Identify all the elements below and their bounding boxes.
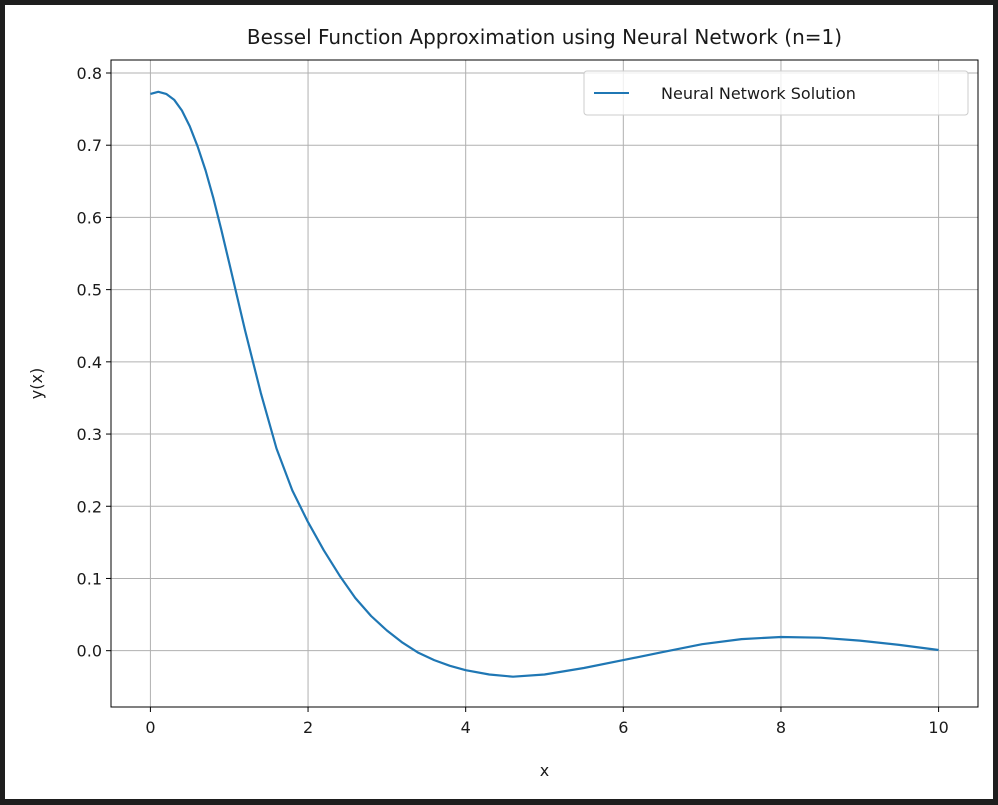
y-tick-label: 0.5 bbox=[77, 281, 102, 300]
y-axis-label: y(x) bbox=[27, 368, 46, 399]
x-tick-label: 8 bbox=[776, 718, 786, 737]
chart-title: Bessel Function Approximation using Neur… bbox=[247, 25, 842, 49]
legend-box bbox=[583, 70, 969, 116]
x-tick-label: 2 bbox=[303, 718, 313, 737]
series-line bbox=[150, 90, 939, 678]
y-tick-label: 0.4 bbox=[77, 353, 102, 372]
x-tick-label: 4 bbox=[461, 718, 471, 737]
legend: Neural Network Solution bbox=[583, 70, 969, 116]
y-tick-label: 0.0 bbox=[77, 642, 102, 661]
axes-border bbox=[110, 59, 979, 708]
x-axis-label: x bbox=[540, 761, 549, 780]
legend-label: Neural Network Solution bbox=[661, 84, 856, 103]
figure-frame: 0 2 4 6 8 10 0.0 0.1 0.2 0.3 0.4 0.5 0.6 0.7 0.8 Besse… bbox=[5, 5, 993, 799]
x-tick-label: 0 bbox=[145, 718, 155, 737]
y-tick-label: 0.1 bbox=[77, 569, 102, 588]
tick-layer: 0 2 4 6 8 10 0.0 0.1 0.2 0.3 0.4 0.5 0.6 0.7 0.8 bbox=[77, 64, 949, 737]
y-tick-label: 0.6 bbox=[77, 208, 102, 227]
y-tick-label: 0.7 bbox=[77, 136, 102, 155]
line-chart: 0 2 4 6 8 10 0.0 0.1 0.2 0.3 0.4 0.5 0.6 0.7 0.8 Besse… bbox=[27, 25, 979, 780]
series-layer bbox=[150, 90, 939, 678]
x-tick-label: 10 bbox=[928, 718, 948, 737]
y-tick-label: 0.2 bbox=[77, 497, 102, 516]
x-tick-label: 6 bbox=[618, 718, 628, 737]
y-tick-label: 0.3 bbox=[77, 425, 102, 444]
grid-lines bbox=[111, 60, 978, 707]
y-tick-label: 0.8 bbox=[77, 64, 102, 83]
